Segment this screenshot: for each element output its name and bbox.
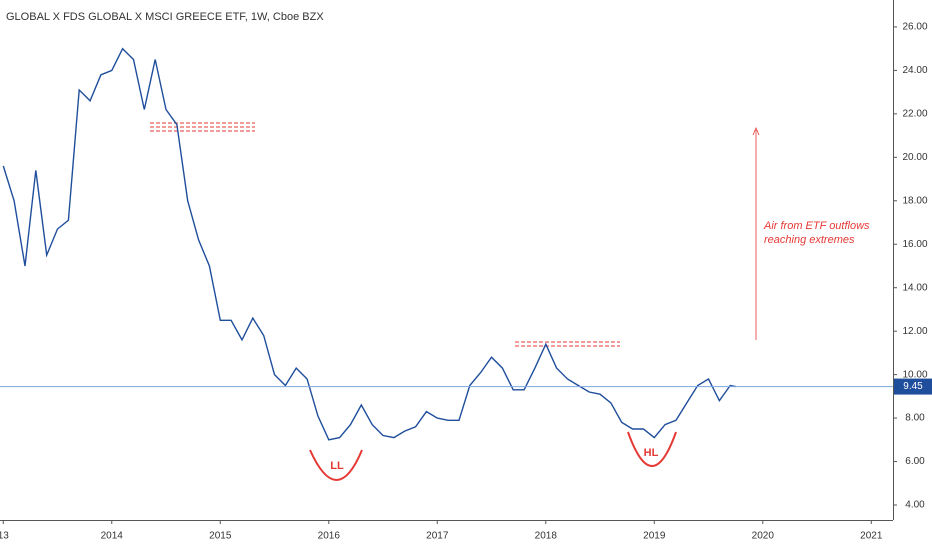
y-tick-label: 26.00: [902, 22, 927, 33]
low-arc: [309, 449, 363, 481]
x-tick-label: 2017: [426, 531, 449, 542]
arrow-head: [752, 126, 760, 136]
last-price-label: 9.45: [903, 381, 923, 392]
y-tick-label: 24.00: [902, 65, 927, 76]
x-tick-label: 2016: [318, 531, 341, 542]
y-tick-label: 16.00: [902, 239, 927, 250]
low-label: LL: [330, 460, 344, 472]
y-tick-label: 8.00: [905, 413, 925, 424]
y-tick-label: 20.00: [902, 152, 927, 163]
y-tick-label: 22.00: [902, 109, 927, 120]
x-tick-label: 13: [0, 531, 9, 542]
x-tick-label: 2015: [209, 531, 232, 542]
higher-low-label: HL: [644, 447, 659, 459]
resistance-lines: [150, 122, 620, 347]
x-tick-label: 2018: [535, 531, 558, 542]
y-tick-label: 6.00: [905, 456, 925, 467]
y-tick-label: 12.00: [902, 326, 927, 337]
higher-low-arc: [627, 431, 677, 467]
y-tick-label: 14.00: [902, 282, 927, 293]
x-tick-label: 2014: [101, 531, 124, 542]
x-tick-label: 2019: [643, 531, 666, 542]
y-tick-label: 10.00: [902, 369, 927, 380]
x-tick-label: 2021: [860, 531, 883, 542]
note-line: Air from ETF outflows: [763, 220, 870, 232]
x-tick-label: 2020: [752, 531, 775, 542]
chart-title: GLOBAL X FDS GLOBAL X MSCI GREECE ETF, 1…: [6, 11, 324, 23]
price-line: [2, 47, 736, 441]
last-price-badge: [894, 378, 932, 395]
note-line: reaching extremes: [764, 234, 855, 246]
y-tick-label: 18.00: [902, 195, 927, 206]
y-tick-label: 4.00: [905, 500, 925, 511]
